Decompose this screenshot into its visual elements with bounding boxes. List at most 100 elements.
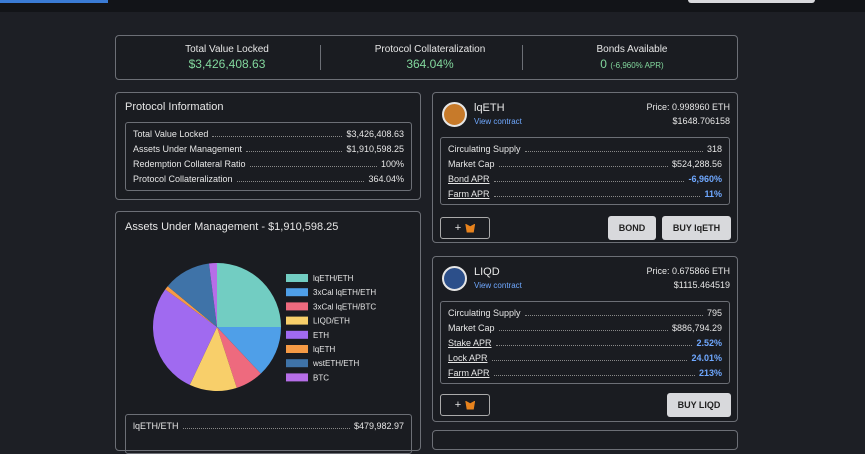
row: Circulating Supply 795 xyxy=(448,305,722,320)
row-value: 364.04% xyxy=(368,173,404,184)
row: Farm APR 213% xyxy=(448,365,722,380)
pie-slice xyxy=(217,327,261,388)
row-value: $1,910,598.25 xyxy=(346,143,404,154)
pie-slice xyxy=(217,327,281,374)
row-value: 2.52% xyxy=(696,337,722,348)
row-label: Redemption Collateral Ratio xyxy=(133,158,246,169)
row: Total Value Locked $3,426,408.63 xyxy=(133,126,404,141)
row-value: $3,426,408.63 xyxy=(346,128,404,139)
panel-title: Assets Under Management - $1,910,598.25 xyxy=(125,221,339,233)
leader xyxy=(246,146,343,152)
row: Stake APR 2.52% xyxy=(448,335,722,350)
legend-swatch xyxy=(286,302,308,311)
stat: Protocol Collateralization 364.04% xyxy=(330,44,530,71)
wallet-button[interactable] xyxy=(688,0,815,3)
legend-label: LIQD/ETH xyxy=(313,317,350,326)
pie-slice xyxy=(189,327,237,391)
plus: + xyxy=(454,222,462,234)
leader xyxy=(491,355,688,361)
legend-label: 3xCal lqETH/ETH xyxy=(313,288,376,297)
token-price: Price: 0.675866 ETH xyxy=(646,266,730,276)
token-name: LIQD xyxy=(474,266,500,278)
add-to-wallet[interactable]: + xyxy=(440,394,490,416)
token-card: lqETH View contract Price: 0.998960 ETH $16… xyxy=(432,92,738,243)
row-value: 318 xyxy=(706,143,722,154)
leader xyxy=(493,176,685,182)
pie-slice xyxy=(217,263,281,327)
row-label: Lock APR xyxy=(448,352,488,363)
leader xyxy=(498,325,668,331)
legend-swatch xyxy=(286,359,308,368)
pie-slice xyxy=(167,263,217,327)
action-button[interactable]: BOND xyxy=(608,216,656,240)
stat-note: (-6,960% APR) xyxy=(610,61,664,70)
stat-label: Protocol Collateralization xyxy=(374,44,486,55)
row: lqETH/ETH $479,982.97 xyxy=(133,418,404,433)
card xyxy=(432,430,738,450)
row-label: Farm APR xyxy=(448,367,490,378)
row: Farm APR 11% xyxy=(448,186,722,201)
stat-value: $3,426,408.63 xyxy=(188,57,266,71)
row-label: Circulating Supply xyxy=(448,143,521,154)
leader xyxy=(249,161,377,167)
row-value: 213% xyxy=(698,367,722,378)
row-value: -6,960% xyxy=(688,173,722,184)
row-value: 11% xyxy=(704,188,722,199)
contract-link[interactable]: View contract xyxy=(474,281,522,290)
action-button[interactable]: BUY LIQD xyxy=(667,393,731,417)
add-to-wallet[interactable]: + xyxy=(440,217,490,239)
contract-link[interactable]: View contract xyxy=(474,117,522,126)
row: Assets Under Management $1,910,598.25 xyxy=(133,141,404,156)
legend-label: lqETH/ETH xyxy=(313,274,354,283)
leader xyxy=(495,340,693,346)
row: Market Cap $524,288.56 xyxy=(448,156,722,171)
stat-label: Total Value Locked xyxy=(185,44,269,55)
row-label: Farm APR xyxy=(448,188,490,199)
leader xyxy=(182,423,350,429)
stat: Total Value Locked $3,426,408.63 xyxy=(127,44,327,71)
token-usd: $1648.706158 xyxy=(672,116,730,126)
row-label: Market Cap xyxy=(448,322,495,333)
row: Lock APR 24.01% xyxy=(448,350,722,365)
token-table: Circulating Supply 318 Market Cap $524,288.… xyxy=(440,137,730,205)
info-table: Total Value Locked $3,426,408.63 Assets Un… xyxy=(125,122,412,191)
row: Market Cap $886,794.29 xyxy=(448,320,722,335)
row-value: $524,288.56 xyxy=(671,158,722,169)
leader xyxy=(212,131,343,137)
plus: + xyxy=(454,399,462,411)
row-value: 795 xyxy=(706,307,722,318)
legend-label: ETH xyxy=(313,331,329,340)
pie-slice xyxy=(208,263,217,327)
leader xyxy=(493,370,695,376)
row-label: Bond APR xyxy=(448,173,490,184)
divider xyxy=(522,45,523,70)
row-label: Total Value Locked xyxy=(133,128,209,139)
logo xyxy=(0,0,108,3)
legend-swatch xyxy=(286,330,308,339)
aum-table: lqETH/ETH $479,982.97 xyxy=(125,414,412,454)
row-label: Assets Under Management xyxy=(133,143,243,154)
fox-icon xyxy=(465,223,476,233)
divider xyxy=(320,45,321,70)
legend-label: BTC xyxy=(313,373,329,382)
row-value: 100% xyxy=(380,158,404,169)
legend-swatch xyxy=(286,316,308,325)
stat-label: Bonds Available xyxy=(596,44,668,55)
legend-swatch xyxy=(286,373,308,382)
top-bar xyxy=(0,0,865,12)
row: Circulating Supply 318 xyxy=(448,141,722,156)
legend-swatch xyxy=(286,345,308,353)
legend-label: 3xCal lqETH/BTC xyxy=(313,302,376,311)
legend-label: wstETH/ETH xyxy=(312,359,359,368)
token-icon xyxy=(442,102,467,127)
token-usd: $1115.464519 xyxy=(673,280,730,290)
row-label: Stake APR xyxy=(448,337,492,348)
token-table: Circulating Supply 795 Market Cap $886,794.… xyxy=(440,301,730,384)
token-price: Price: 0.998960 ETH xyxy=(646,102,730,112)
token-name: lqETH xyxy=(474,102,505,114)
action-button[interactable]: BUY lqETH xyxy=(662,216,731,240)
stat-value: 0 xyxy=(600,57,607,71)
panel-title: Protocol Information xyxy=(125,101,224,113)
row-label: lqETH/ETH xyxy=(133,420,179,431)
